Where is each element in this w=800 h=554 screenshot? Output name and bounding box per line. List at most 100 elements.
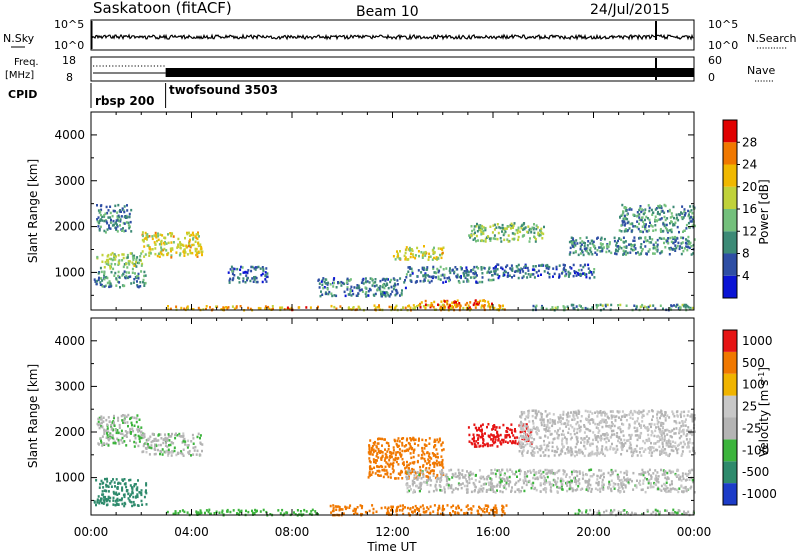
data-cell: [404, 471, 407, 475]
data-cell: [588, 437, 591, 440]
data-cell: [643, 305, 646, 308]
data-cell: [188, 452, 191, 456]
data-cell: [114, 492, 117, 496]
data-cell: [556, 471, 559, 474]
data-cell: [420, 271, 423, 274]
data-cell: [524, 479, 527, 483]
data-cell: [128, 260, 131, 263]
data-cell: [652, 211, 655, 214]
data-cell: [159, 452, 161, 456]
data-cell: [658, 440, 660, 443]
data-cell: [490, 270, 493, 273]
data-cell: [532, 226, 535, 230]
data-cell: [137, 504, 140, 507]
data-cell: [256, 280, 259, 284]
data-cell: [584, 447, 587, 450]
data-cell: [569, 424, 572, 427]
data-cell: [397, 254, 400, 258]
data-cell: [397, 463, 400, 466]
data-cell: [665, 444, 668, 447]
data-cell: [560, 448, 563, 451]
data-cell: [648, 225, 651, 228]
data-cell: [428, 281, 431, 284]
data-cell: [552, 275, 554, 278]
data-cell: [199, 509, 202, 512]
data-cell: [660, 210, 663, 213]
data-cell: [487, 300, 490, 304]
data-cell: [531, 419, 534, 423]
data-cell: [367, 294, 370, 297]
data-cell: [492, 485, 495, 488]
data-cell: [125, 271, 128, 274]
data-cell: [209, 512, 211, 516]
data-cell: [384, 452, 387, 456]
data-cell: [378, 465, 381, 469]
data-cell: [581, 477, 584, 480]
data-cell: [572, 251, 575, 255]
data-cell: [427, 461, 430, 464]
data-cell: [562, 263, 565, 267]
data-cell: [502, 423, 505, 427]
data-cell: [163, 438, 166, 441]
data-cell: [432, 489, 435, 493]
data-cell: [478, 469, 481, 472]
data-cell: [474, 479, 477, 482]
data-cell: [667, 438, 670, 442]
data-cell: [113, 492, 115, 495]
data-cell: [106, 433, 109, 437]
data-cell: [596, 249, 599, 252]
data-cell: [140, 259, 142, 262]
data-cell: [247, 306, 250, 310]
data-cell: [568, 427, 570, 431]
data-cell: [533, 276, 536, 279]
data-cell: [443, 491, 446, 494]
data-cell: [97, 417, 100, 421]
data-cell: [516, 269, 519, 273]
data-cell: [376, 442, 379, 445]
data-cell: [613, 433, 616, 436]
data-cell: [682, 432, 685, 436]
data-cell: [124, 229, 127, 232]
data-cell: [556, 485, 559, 489]
data-cell: [436, 512, 439, 515]
data-cell: [95, 503, 97, 507]
data-cell: [517, 488, 520, 491]
data-cell: [253, 267, 256, 270]
data-cell: [413, 448, 416, 451]
data-cell: [102, 493, 105, 496]
data-cell: [558, 264, 561, 267]
data-cell: [488, 271, 491, 274]
data-cell: [414, 281, 417, 284]
data-cell: [518, 445, 521, 448]
data-cell: [523, 424, 526, 428]
data-cell: [192, 442, 195, 445]
data-cell: [504, 270, 507, 274]
data-cell: [618, 237, 620, 240]
data-cell: [381, 437, 384, 441]
data-cell: [650, 241, 653, 244]
data-cell: [663, 215, 666, 219]
data-cell: [564, 264, 566, 267]
data-cell: [522, 275, 525, 278]
data-cell: [508, 274, 511, 277]
data-cell: [687, 214, 690, 218]
data-cell: [123, 222, 126, 225]
data-cell: [490, 433, 493, 436]
data-cell: [116, 211, 119, 214]
data-cell: [480, 488, 483, 491]
data-cell: [591, 253, 594, 256]
data-cell: [536, 451, 539, 454]
data-cell: [636, 220, 639, 223]
data-cell: [494, 428, 497, 431]
data-cell: [653, 252, 656, 255]
data-cell: [557, 486, 560, 489]
data-cell: [612, 429, 615, 433]
data-cell: [496, 445, 499, 448]
data-cell: [480, 484, 483, 488]
data-cell: [623, 478, 626, 482]
data-cell: [94, 280, 97, 283]
data-cell: [107, 259, 109, 262]
data-cell: [109, 282, 112, 285]
data-cell: [645, 239, 648, 243]
data-cell: [432, 267, 435, 270]
